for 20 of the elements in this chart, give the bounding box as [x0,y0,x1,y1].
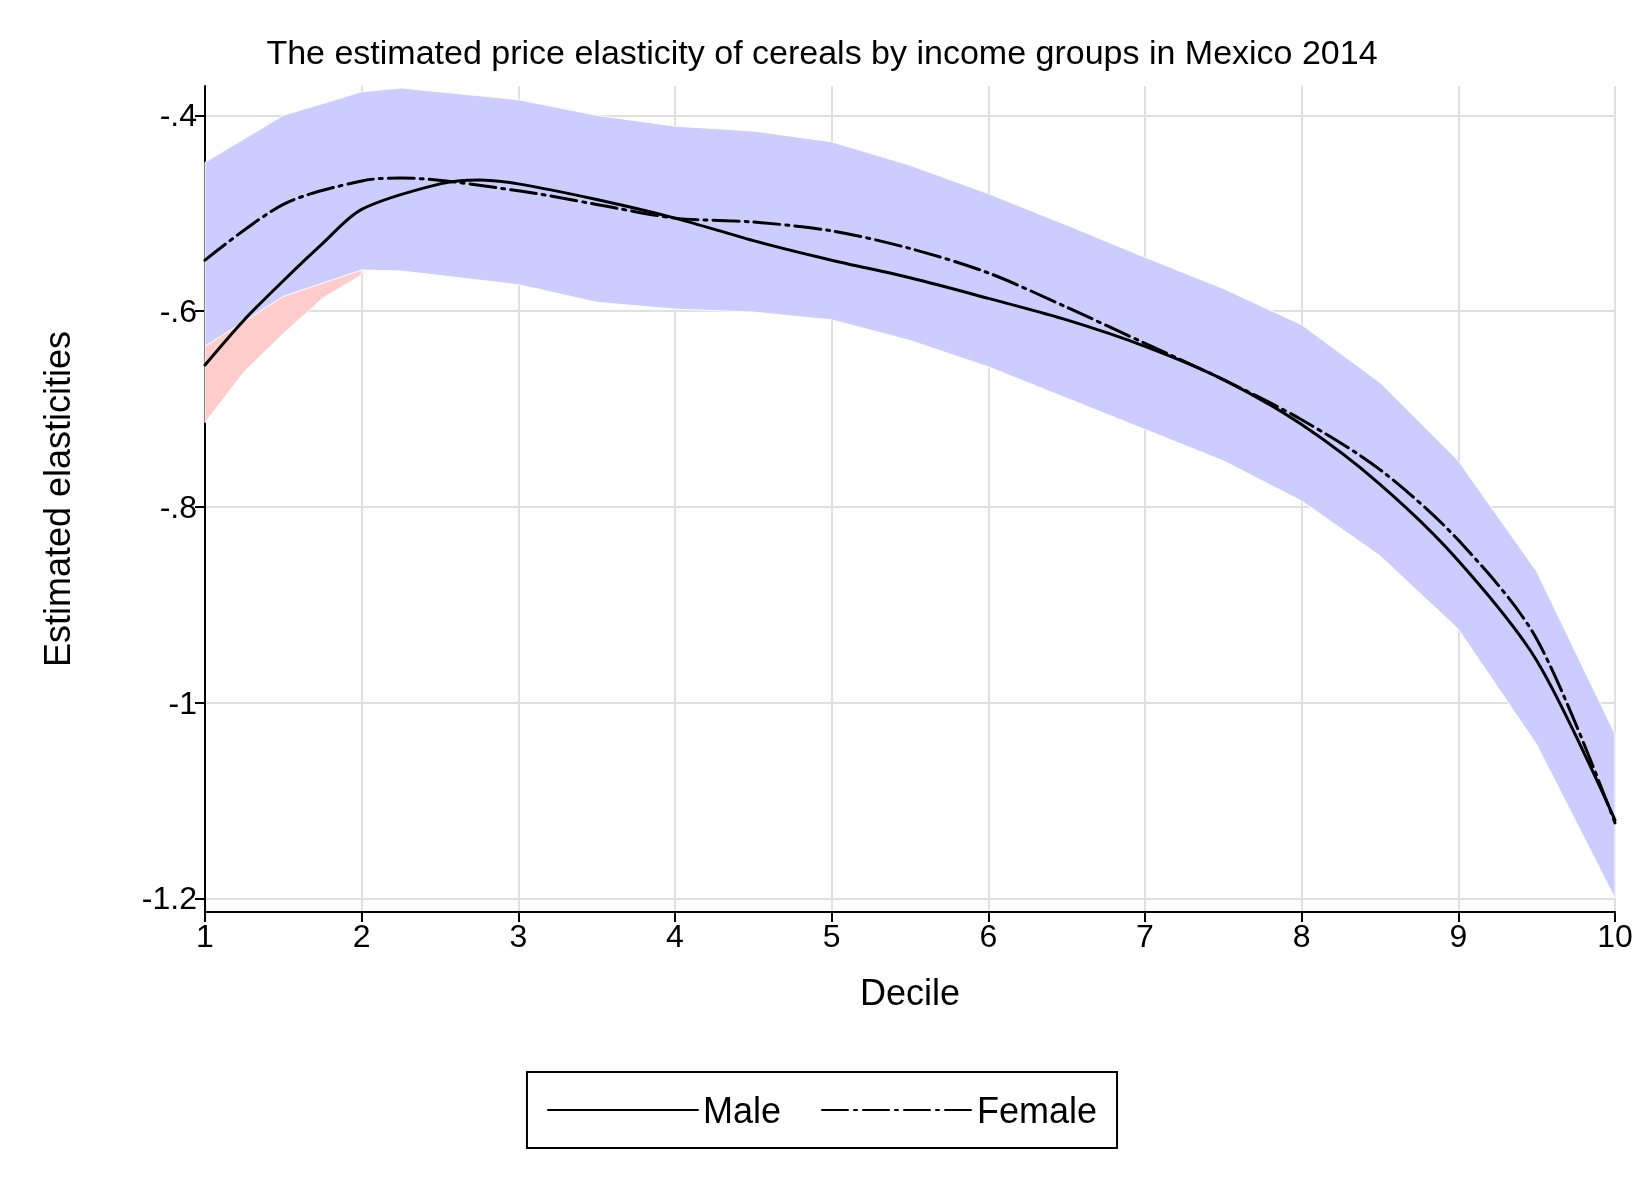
x-tick-label: 7 [1136,918,1154,954]
x-tick-label: 8 [1292,918,1311,954]
chart-title: The estimated price elasticity of cereals by income groups in Mexico 2014 [266,33,1378,71]
x-tick-label: 3 [509,918,528,954]
y-tick-label: -.6 [159,293,197,330]
x-tick-label: 2 [352,918,371,954]
y-tick-label: -.8 [159,488,197,525]
x-axis-title: Decile [859,971,961,1013]
y-tick-label: -1.2 [141,880,197,917]
x-tick-label: 9 [1449,918,1468,954]
x-tick-label: 4 [666,918,684,954]
x-tick-label: 10 [1597,918,1633,954]
y-axis-title: Estimated elasticities [36,330,78,668]
x-tick-label: 5 [822,918,841,954]
legend-label: Female [976,1089,1098,1131]
x-tick-label: 1 [196,918,214,954]
x-tick-label: 6 [979,918,998,954]
y-tick-label: -1 [168,684,197,721]
legend-label: Male [702,1089,781,1131]
y-tick-label: -.4 [159,97,197,134]
